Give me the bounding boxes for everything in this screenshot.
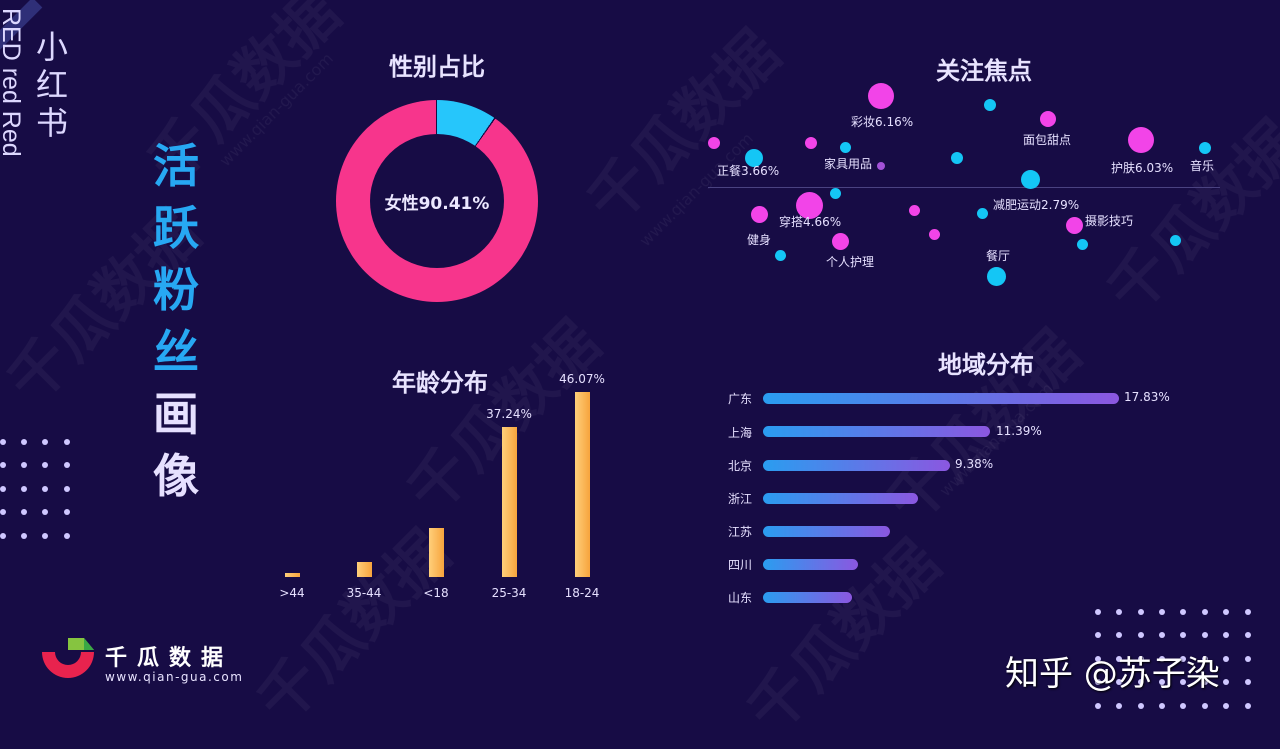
bubble-label: 健身 (747, 233, 772, 247)
bubble-label: 家具用品 (824, 157, 873, 171)
bubble (929, 229, 940, 240)
bubble (1066, 217, 1083, 234)
bubble (868, 83, 894, 109)
region-label: 广东 (728, 392, 753, 406)
bubble-label: 穿搭4.66% (779, 215, 842, 229)
bubble-label: 正餐3.66% (717, 164, 780, 178)
brand-vertical-chinese: 小 红 书 (35, 28, 68, 142)
female-share-label: 女性90.41% (384, 193, 490, 214)
region-bar (763, 526, 890, 537)
age-bar (502, 427, 517, 577)
bubble (775, 250, 786, 261)
age-category-label: 35-44 (346, 586, 382, 600)
bubble (1040, 111, 1056, 127)
bubble (1170, 235, 1181, 246)
bubble (977, 208, 988, 219)
bubble-label: 音乐 (1190, 159, 1215, 173)
age-category-label: >44 (279, 586, 305, 600)
watermark-url: www.qian-gua.com (635, 128, 757, 251)
bubble (840, 142, 851, 153)
bubble (951, 152, 963, 164)
region-value: 11.39% (996, 424, 1042, 438)
age-title: 年龄分布 (392, 369, 488, 397)
region-bar (763, 559, 858, 570)
logo-url: www.qian-gua.com (105, 670, 244, 684)
age-category-label: 25-34 (491, 586, 527, 600)
bubble (751, 206, 768, 223)
bubble (909, 205, 920, 216)
region-label: 北京 (728, 459, 753, 473)
bubble (1128, 127, 1154, 153)
region-label: 上海 (728, 426, 753, 440)
bubble (796, 192, 823, 219)
bubble-axis-line (708, 187, 1220, 188)
bubble (745, 149, 763, 167)
age-bar (357, 562, 372, 577)
region-label: 山东 (728, 591, 753, 605)
bubble-label: 摄影技巧 (1085, 214, 1134, 228)
bubble-label: 餐厅 (986, 249, 1011, 263)
region-bar (763, 426, 990, 437)
bubble (1199, 142, 1211, 154)
region-label: 浙江 (728, 492, 753, 506)
author-credit: 知乎 @苏子染 (1005, 654, 1220, 694)
age-bar (429, 528, 444, 577)
region-label: 江苏 (728, 525, 753, 539)
region-label: 四川 (728, 558, 753, 572)
age-category-label: 18-24 (564, 586, 600, 600)
bubble-label: 面包甜点 (1023, 133, 1072, 147)
bubble-label: 护肤6.03% (1111, 161, 1174, 175)
interests-title: 关注焦点 (936, 57, 1032, 85)
region-value: 17.83% (1124, 390, 1170, 404)
bubble (1021, 170, 1040, 189)
bubble (830, 188, 841, 199)
bubble (805, 137, 817, 149)
bubble-label: 个人护理 (826, 255, 875, 269)
gender-title: 性别占比 (389, 53, 485, 81)
bubble (984, 99, 996, 111)
bubble (832, 233, 849, 250)
region-bar (763, 393, 1119, 404)
page-title: 活 跃 粉 丝 画 像 (153, 139, 199, 503)
region-bar (763, 460, 950, 471)
region-title: 地域分布 (938, 351, 1034, 379)
age-bar (575, 392, 590, 577)
bubble (877, 162, 885, 170)
bubble-label: 彩妆6.16% (851, 115, 914, 129)
bubble (708, 137, 720, 149)
watermark: 千瓜数据 (724, 518, 955, 749)
age-bar (285, 573, 300, 577)
age-value-label: 37.24% (486, 407, 532, 421)
bubble (987, 267, 1006, 286)
age-category-label: <18 (423, 586, 449, 600)
age-value-label: 46.07% (559, 372, 605, 386)
donut-hole (370, 134, 504, 268)
region-bar (763, 493, 918, 504)
watermark: 千瓜数据 (864, 308, 1095, 539)
bubble (1077, 239, 1088, 250)
region-bar (763, 592, 852, 603)
watermark: 千瓜数据 (564, 8, 795, 239)
bubble-label: 减肥运动2.79% (993, 198, 1080, 212)
watermark-url: www.qian-gua.com (215, 48, 337, 171)
region-value: 9.38% (955, 457, 994, 471)
brand-vertical-english: RED red Red (0, 8, 25, 157)
logo-name: 千瓜数据 (105, 646, 234, 671)
qiangua-logo-icon (42, 638, 94, 678)
